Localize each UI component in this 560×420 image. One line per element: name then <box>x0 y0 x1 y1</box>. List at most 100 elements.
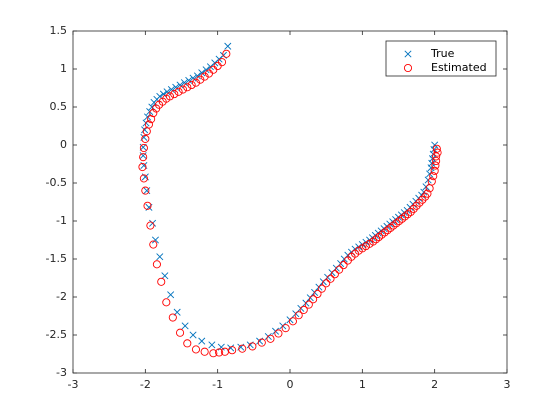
point-estimated-0 <box>433 148 442 157</box>
point-true-96-stroke-b <box>224 42 232 50</box>
point-true-70-stroke-b <box>139 152 147 160</box>
legend-marker-estimated-glyph <box>403 63 413 73</box>
point-estimated-6 <box>429 172 438 181</box>
x-tick-label-2: -1 <box>212 378 223 391</box>
point-true-64-stroke-b <box>151 236 159 244</box>
point-estimated-13 <box>412 201 421 210</box>
point-true-6-stroke-b <box>426 170 434 178</box>
x-tick-label-4: 1 <box>359 378 366 391</box>
point-true-84-stroke-b <box>172 83 180 91</box>
point-estimated-44 <box>304 300 313 309</box>
y-tick-label-6: 0 <box>60 138 67 151</box>
point-estimated-40 <box>322 279 331 288</box>
point-estimated-67 <box>146 221 155 230</box>
point-true-1-stroke-b <box>430 146 438 154</box>
point-estimated-20 <box>392 219 401 228</box>
point-estimated-88 <box>187 80 196 90</box>
y-tick-label-9: 1.5 <box>50 24 68 37</box>
point-estimated-91 <box>200 72 209 81</box>
point-true-4-stroke-b <box>428 159 436 167</box>
point-estimated-51 <box>257 338 266 347</box>
point-true-56 <box>208 341 216 349</box>
point-estimated-76 <box>144 120 153 129</box>
point-estimated-46 <box>294 311 303 320</box>
legend-marker-true-glyph-stroke-b <box>404 50 412 58</box>
point-estimated-21 <box>389 221 398 230</box>
point-estimated-68 <box>143 201 152 210</box>
point-estimated-96 <box>222 49 231 58</box>
x-tick-label-0: -3 <box>68 378 79 391</box>
point-estimated-60 <box>183 339 192 348</box>
point-estimated-47 <box>288 317 297 326</box>
point-true-71-stroke-b <box>139 143 147 151</box>
point-true-61 <box>167 291 175 299</box>
point-true-50-stroke-b <box>264 333 272 341</box>
point-true-88-stroke-b <box>189 74 197 82</box>
point-true-91-stroke-b <box>202 66 210 74</box>
point-true-86-stroke-b <box>180 79 188 87</box>
x-tick-label-5: 2 <box>431 378 438 391</box>
point-true-50 <box>264 333 272 341</box>
point-estimated-52 <box>248 342 257 351</box>
point-estimated-78 <box>149 109 158 118</box>
point-true-71 <box>139 143 147 151</box>
point-estimated-71 <box>138 162 147 172</box>
point-estimated-2 <box>432 152 441 161</box>
point-estimated-49 <box>274 329 283 338</box>
legend-label-true: True <box>430 47 455 60</box>
point-true-59 <box>181 322 189 330</box>
legend: True Estimated <box>385 40 497 77</box>
point-estimated-19 <box>395 216 404 226</box>
point-true-82-stroke-b <box>163 88 171 96</box>
point-true-63-stroke-b <box>156 253 164 261</box>
point-estimated-11 <box>418 195 427 204</box>
point-estimated-65 <box>152 260 161 269</box>
point-true-58 <box>189 331 197 339</box>
point-estimated-59 <box>191 345 201 354</box>
y-tick-label-2: -2 <box>56 290 67 303</box>
point-true-62 <box>161 272 169 280</box>
point-true-77-stroke-b <box>148 103 156 111</box>
point-estimated-53 <box>238 344 247 353</box>
point-estimated-12 <box>415 198 424 207</box>
series-estimated <box>138 49 442 358</box>
y-axis-ticks: -3 -2.5 -2 -1.5 -1 -0.5 0 0.5 1 1.5 <box>46 24 507 379</box>
point-true-83 <box>167 86 175 94</box>
point-true-85-stroke-b <box>176 81 184 89</box>
point-true-68-stroke-b <box>141 173 149 181</box>
point-estimated-26 <box>374 232 384 242</box>
y-tick-label-7: 0.5 <box>50 100 68 113</box>
point-estimated-70 <box>139 174 148 183</box>
point-estimated-48 <box>281 324 290 333</box>
point-estimated-89 <box>191 78 201 87</box>
point-estimated-1 <box>432 144 441 153</box>
point-estimated-8 <box>425 184 434 193</box>
point-estimated-64 <box>157 277 166 286</box>
y-tick-label-4: -1 <box>56 214 67 227</box>
point-estimated-10 <box>421 192 430 201</box>
point-true-83-stroke-b <box>167 86 175 94</box>
point-true-88 <box>189 74 197 82</box>
point-true-58-stroke-b <box>189 331 197 339</box>
point-true-57-stroke-b <box>198 337 206 345</box>
point-estimated-41 <box>317 284 326 293</box>
point-true-90-stroke-b <box>198 69 206 77</box>
point-estimated-72 <box>139 153 148 162</box>
point-true-69-stroke-b <box>140 162 148 170</box>
point-estimated-74 <box>141 134 150 143</box>
point-estimated-90 <box>196 75 205 84</box>
point-true-3-stroke-b <box>428 155 437 163</box>
plot-area <box>73 31 507 373</box>
series-true <box>139 42 439 352</box>
point-estimated-63 <box>162 298 171 307</box>
y-tick-label-0: -3 <box>56 366 67 379</box>
point-true-67 <box>143 187 151 195</box>
point-estimated-77 <box>147 115 156 124</box>
point-true-65 <box>149 219 157 227</box>
point-estimated-22 <box>386 223 395 232</box>
point-true-89 <box>193 72 201 80</box>
y-tick-label-8: 1 <box>60 62 67 75</box>
y-tick-label-1: -2.5 <box>46 328 67 341</box>
point-true-81-stroke-b <box>159 90 167 98</box>
legend-label-estimated: Estimated <box>431 61 487 74</box>
